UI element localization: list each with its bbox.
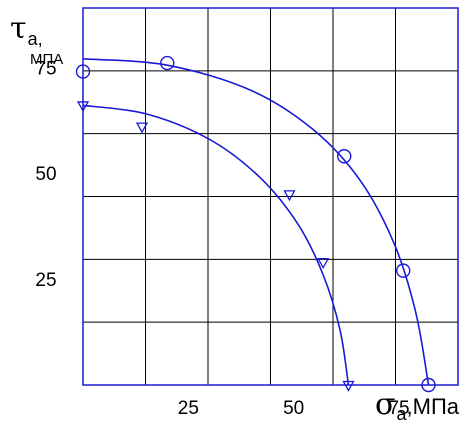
x-axis-subscript: a [396,404,407,424]
data-point-circle [421,377,436,393]
fit-curve-2 [82,104,350,386]
data-point-circle [337,149,352,164]
data-point-circle [75,64,91,79]
data-point-circle [396,263,411,278]
x-axis-symbol: σ [375,387,395,422]
y-axis-symbol: τ [10,11,27,46]
x-tick-label: 50 [283,398,304,419]
x-tick-label: 25 [178,398,199,419]
tick-labels: 25 50 75 25 50 75 [35,58,409,419]
y-tick-label: 25 [35,270,56,291]
data-point-triangle [342,380,355,392]
y-axis-subscript: a, [28,29,43,49]
y-axis-label: τa, [10,11,43,49]
y-axis-unit: МПА [30,51,63,68]
grid [83,8,458,385]
x-tick-label: 75 [388,398,409,419]
x-axis-unit: ,МПа [407,394,460,419]
y-tick-label: 50 [35,164,56,185]
plot-frame-rect [82,7,459,386]
data-point-triangle [76,101,90,113]
fitted-curves [82,58,430,386]
y-tick-label: 75 [35,58,56,79]
x-axis-label: σa,МПа [375,387,460,424]
data-point-triangle [317,258,330,269]
data-point-circle [160,55,175,71]
data-point-triangle [135,122,149,134]
data-markers [75,55,436,393]
plot-frame [82,7,459,386]
data-point-triangle [283,190,296,202]
fit-curve-1 [82,58,430,386]
